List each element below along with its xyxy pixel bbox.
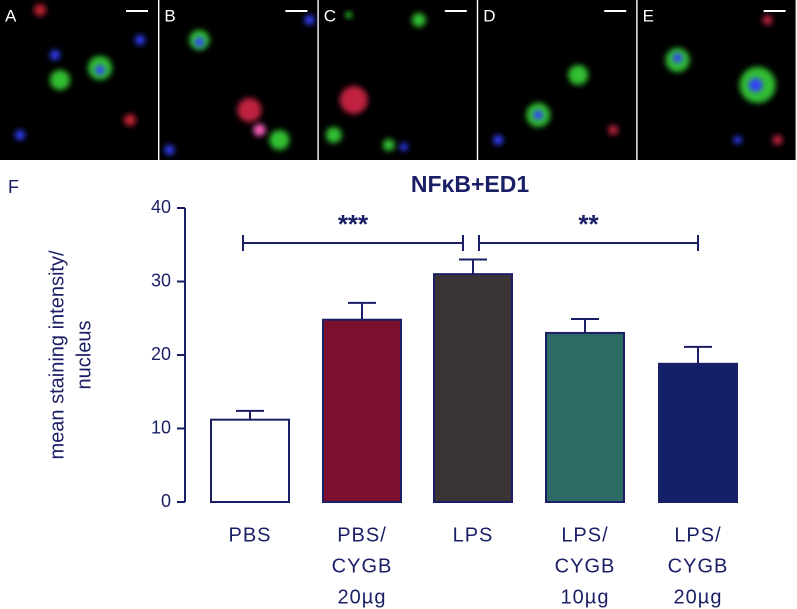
micrograph-panel: A [0, 0, 158, 160]
cell [339, 86, 368, 114]
x-tick-label: 10µg [561, 586, 610, 608]
sig-label: *** [338, 209, 369, 239]
cell [493, 135, 504, 145]
panel-label: E [643, 6, 654, 25]
bar [210, 418, 290, 503]
x-tick-label: LPS [453, 524, 494, 546]
cell [399, 143, 408, 151]
panel-label: D [483, 6, 495, 25]
x-tick-label: LPS/ [674, 524, 721, 546]
bar [658, 362, 738, 503]
panel-label: B [164, 6, 175, 25]
y-tick-label: 30 [151, 270, 171, 290]
x-tick-label: CYGB [555, 555, 616, 577]
y-tick-label: 40 [151, 197, 171, 217]
cell [95, 65, 105, 75]
panel-label: C [324, 6, 336, 25]
cell [345, 12, 352, 18]
x-tick-label: LPS/ [561, 524, 608, 546]
cell [762, 15, 773, 25]
x-tick-label: PBS [228, 524, 271, 546]
cell [382, 139, 395, 151]
x-tick-label: 20µg [674, 586, 723, 608]
micrograph-panel: C [318, 0, 477, 160]
cell [15, 130, 25, 140]
cell [568, 65, 589, 85]
cell [608, 125, 619, 135]
cell [164, 145, 175, 155]
panel-bg [0, 0, 158, 160]
x-tick-label: 20µg [338, 586, 387, 608]
micrograph-panel: D [478, 0, 637, 160]
y-tick-label: 0 [161, 491, 171, 511]
x-tick-label: CYGB [332, 555, 393, 577]
cell [124, 114, 136, 126]
y-axis-label: mean staining intensity/ [46, 250, 68, 459]
cell [50, 50, 60, 60]
cell [748, 78, 763, 92]
cell [34, 4, 46, 16]
y-tick-label: 20 [151, 344, 171, 364]
panel-bg [318, 0, 477, 160]
plot: 0 10 20 30 40 mean staining intensity/nucleus… [46, 197, 738, 608]
y-axis-label: nucleus [73, 321, 95, 390]
x-tick-label: PBS/ [337, 524, 387, 546]
figure-label: F [8, 177, 19, 197]
cell [237, 98, 262, 122]
x-tick-label: CYGB [668, 555, 729, 577]
chart-title: NFκB+ED1 [411, 171, 529, 197]
micrograph-panel: E [637, 0, 796, 160]
cell [672, 53, 683, 63]
cell [533, 110, 544, 120]
cell [411, 13, 426, 27]
y-tick-label: 10 [151, 417, 171, 437]
micrographs: A B C D E [0, 0, 796, 160]
cell [253, 124, 266, 136]
cell [269, 130, 290, 150]
cell [135, 35, 145, 45]
micrograph-panel: B [159, 0, 318, 160]
panel-bg [159, 0, 318, 160]
cell [772, 135, 783, 145]
cell [733, 136, 742, 144]
cell [325, 127, 342, 143]
bar [545, 331, 625, 504]
bar [322, 318, 402, 503]
cell [194, 37, 205, 47]
panel-label: A [5, 6, 17, 25]
bar [433, 273, 513, 503]
cell [304, 15, 315, 25]
cell [50, 70, 70, 90]
panel-bg [478, 0, 637, 160]
sig-label: ** [578, 209, 599, 239]
